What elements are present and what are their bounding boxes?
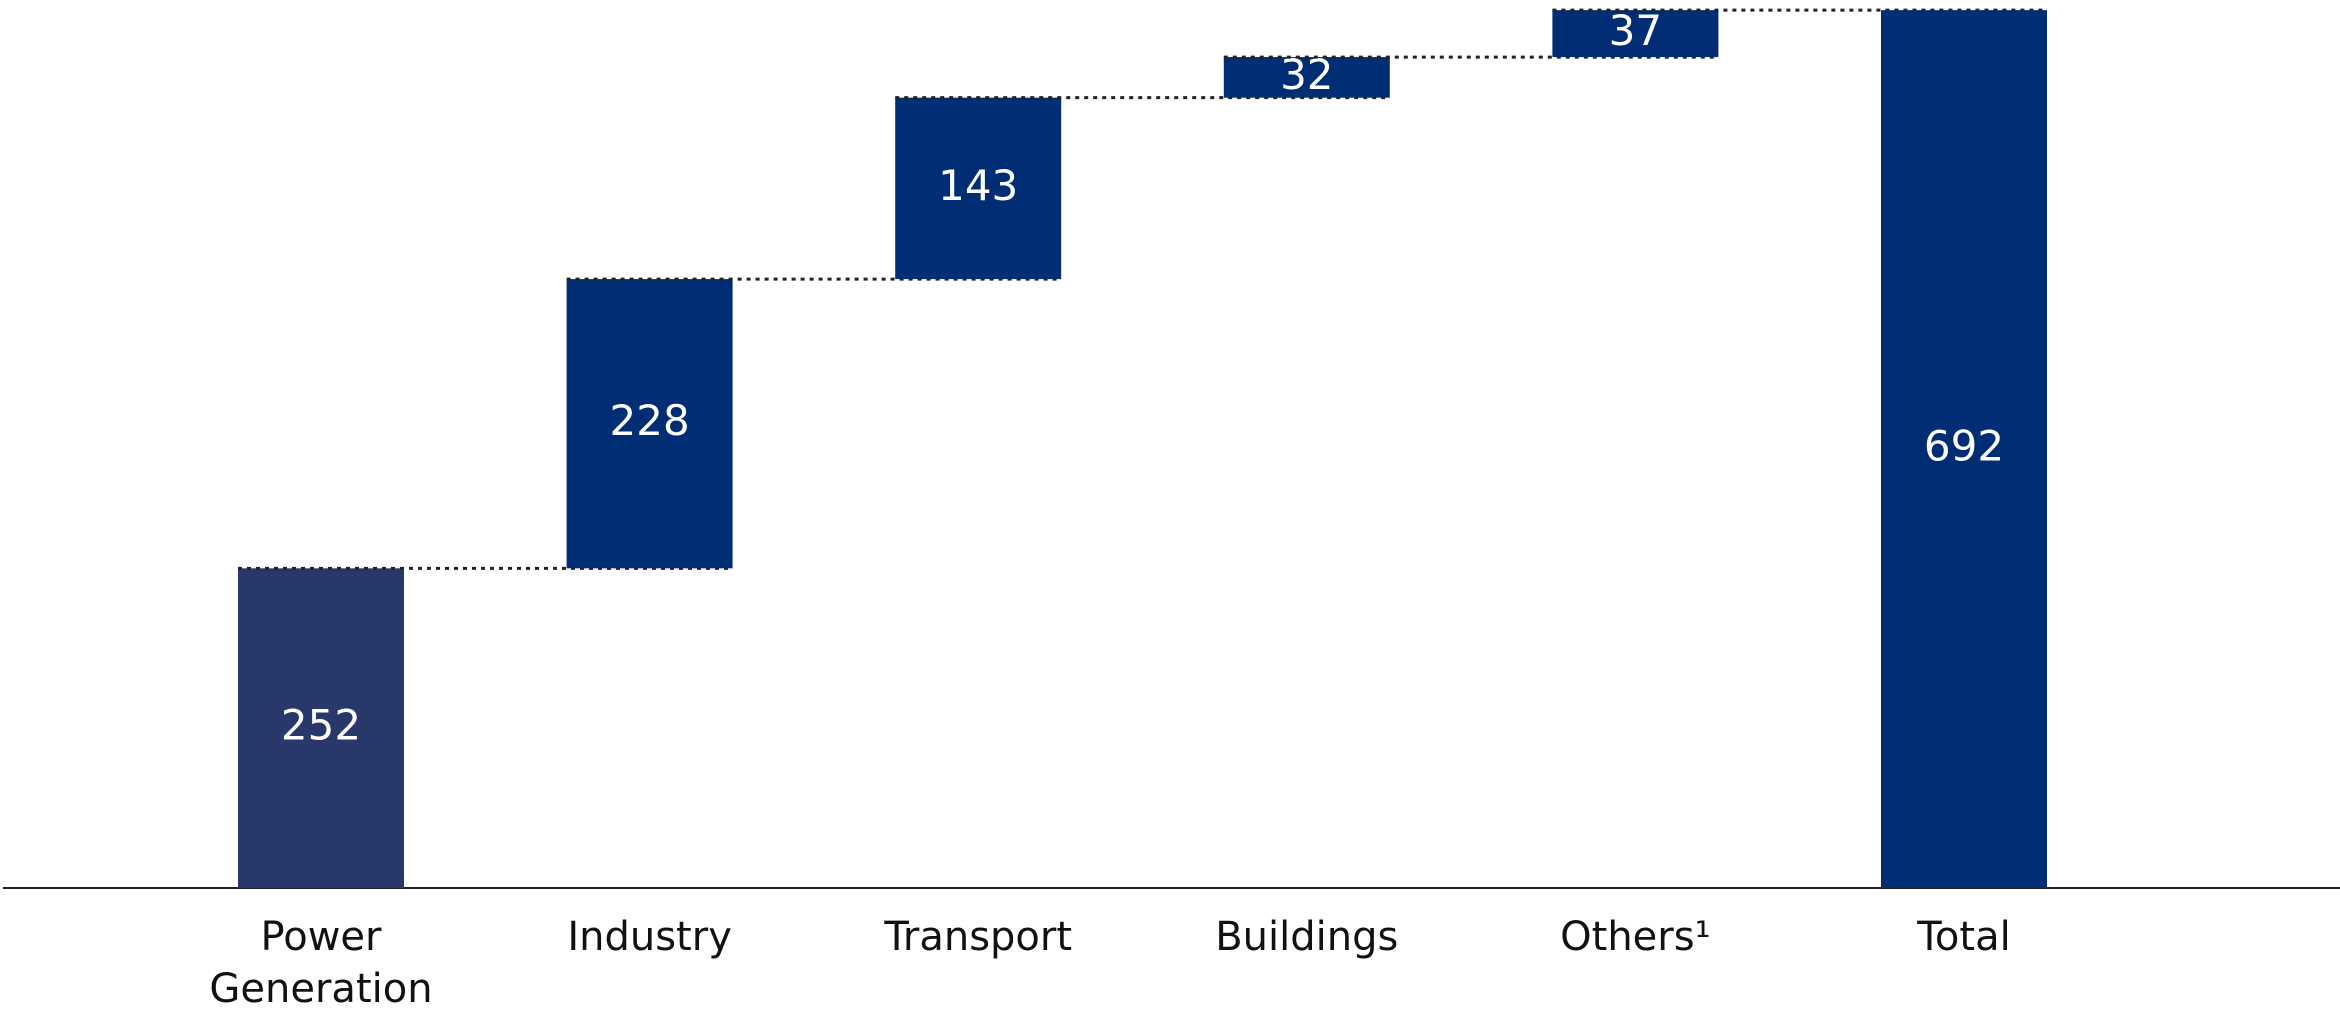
value-label: 143 xyxy=(938,161,1018,210)
value-label: 37 xyxy=(1609,6,1662,55)
bar xyxy=(566,279,733,569)
x-tick-label: Buildings xyxy=(1215,914,1399,960)
total-bar xyxy=(1881,10,2047,889)
bar xyxy=(238,568,404,888)
x-tick-label: Power Generation xyxy=(209,914,433,1012)
value-label: 228 xyxy=(610,396,690,445)
bar xyxy=(1223,57,1390,98)
bar xyxy=(895,97,1062,280)
value-label: 252 xyxy=(281,701,361,750)
bar xyxy=(1552,10,1719,58)
value-label: 692 xyxy=(1924,422,2004,471)
x-tick-label: Others¹ xyxy=(1560,914,1711,960)
x-tick-label: Transport xyxy=(884,914,1073,960)
x-tick-label: Total xyxy=(1917,914,2011,960)
x-tick-label: Industry xyxy=(567,914,732,960)
